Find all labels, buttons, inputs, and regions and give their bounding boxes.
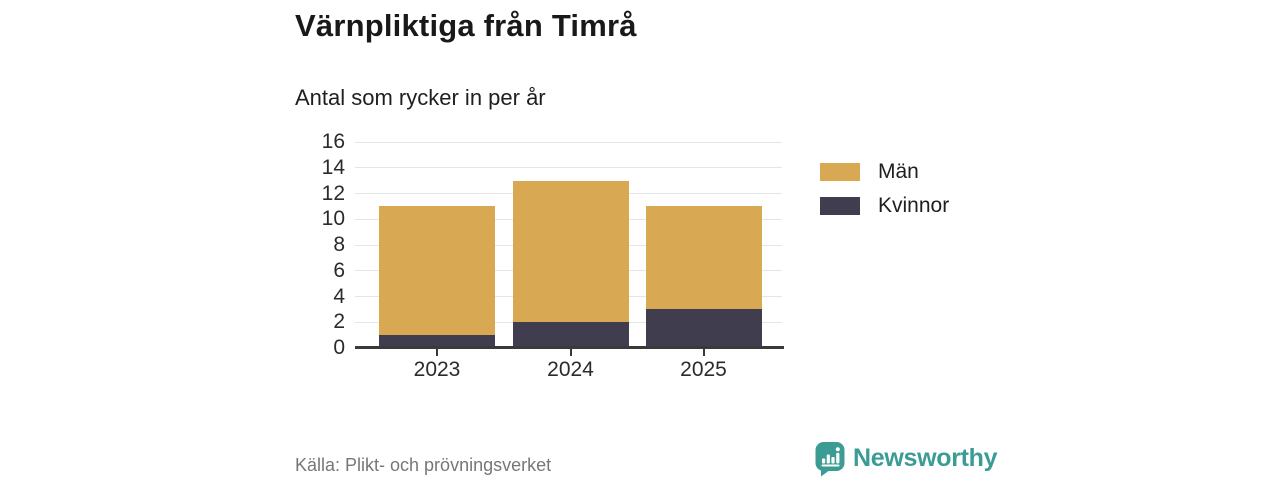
y-tick-label-0: 0 (333, 336, 345, 359)
bar-2024-kvinnor (512, 322, 629, 348)
x-tick-label-2023: 2023 (413, 358, 461, 381)
chart-subtitle: Antal som rycker in per år (295, 85, 546, 110)
legend-label-män: Män (878, 160, 919, 183)
y-tick-label-2: 2 (333, 310, 345, 334)
y-tick-label-10: 10 (321, 207, 345, 231)
bar-2023-kvinnor (379, 335, 495, 348)
chart-legend: Män Kvinnor (820, 161, 949, 229)
y-tick-label-6: 6 (333, 258, 345, 282)
y-tick-label-16: 16 (321, 130, 345, 153)
legend-swatch-kvinnor (820, 196, 860, 215)
bar-2025-kvinnor (645, 309, 762, 348)
bar-chart-speech-bubble-icon (815, 442, 845, 477)
page-title: Värnpliktiga från Timrå (295, 8, 637, 43)
gridline-y-14 (355, 167, 782, 169)
bar-2025-män (645, 206, 762, 310)
x-tick-2025 (702, 349, 705, 356)
gridline-y-16 (355, 141, 782, 143)
x-tick-label-2024: 2024 (547, 358, 594, 381)
x-tick-2023 (436, 349, 438, 356)
bar-2023-män (379, 206, 495, 336)
y-tick-label-12: 12 (321, 181, 345, 205)
newsworthy-logo: Newsworthy (813, 440, 998, 477)
x-axis-line (355, 346, 784, 349)
chart-plot-area (355, 141, 782, 348)
source-attribution: Källa: Plikt- och prövningsverket (295, 455, 552, 475)
legend-label-kvinnor: Kvinnor (878, 194, 950, 217)
legend-item-kvinnor: Kvinnor (820, 195, 949, 216)
bar-2024-män (512, 180, 629, 323)
legend-swatch-män (820, 162, 860, 181)
y-tick-label-14: 14 (321, 155, 345, 179)
x-tick-2024 (569, 349, 572, 356)
y-tick-label-8: 8 (333, 233, 345, 256)
brand-name: Newsworthy (853, 444, 998, 472)
y-tick-label-4: 4 (333, 284, 345, 308)
legend-item-män: Män (820, 161, 949, 182)
x-tick-label-2025: 2025 (680, 358, 727, 381)
